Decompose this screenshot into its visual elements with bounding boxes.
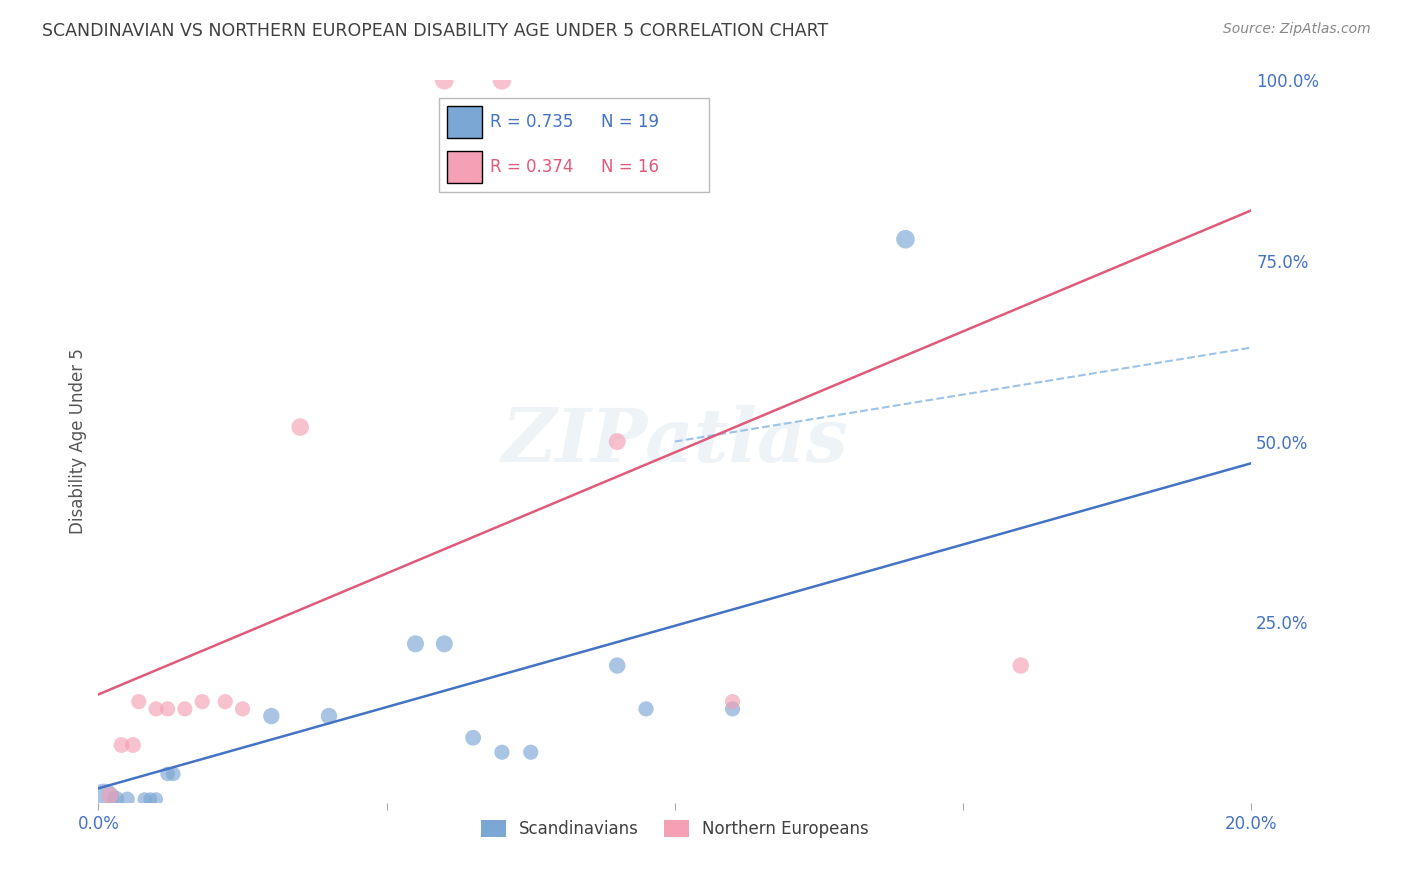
Point bbox=[721, 695, 744, 709]
Point bbox=[491, 73, 513, 87]
Point bbox=[405, 637, 427, 651]
Point bbox=[1010, 658, 1032, 673]
Point bbox=[433, 73, 456, 87]
Point bbox=[134, 792, 156, 806]
Point bbox=[139, 792, 162, 806]
Point bbox=[122, 738, 145, 752]
Point bbox=[214, 695, 236, 709]
Point bbox=[117, 792, 139, 806]
Point bbox=[162, 767, 184, 781]
Y-axis label: Disability Age Under 5: Disability Age Under 5 bbox=[69, 349, 87, 534]
Point bbox=[145, 792, 167, 806]
Point bbox=[128, 695, 150, 709]
Point bbox=[191, 695, 214, 709]
Point bbox=[894, 232, 917, 246]
Point bbox=[636, 702, 658, 716]
Point bbox=[231, 702, 254, 716]
Point bbox=[98, 789, 121, 803]
Point bbox=[461, 731, 484, 745]
Point bbox=[491, 745, 513, 759]
Point bbox=[156, 702, 179, 716]
Point bbox=[606, 658, 628, 673]
Point bbox=[174, 702, 197, 716]
Text: SCANDINAVIAN VS NORTHERN EUROPEAN DISABILITY AGE UNDER 5 CORRELATION CHART: SCANDINAVIAN VS NORTHERN EUROPEAN DISABI… bbox=[42, 22, 828, 40]
Legend: Scandinavians, Northern Europeans: Scandinavians, Northern Europeans bbox=[474, 814, 876, 845]
Point bbox=[520, 745, 543, 759]
Point bbox=[433, 637, 456, 651]
Point bbox=[721, 702, 744, 716]
Point bbox=[110, 738, 132, 752]
Point bbox=[93, 792, 115, 806]
Point bbox=[318, 709, 340, 723]
Point bbox=[290, 420, 312, 434]
Text: ZIPatlas: ZIPatlas bbox=[502, 405, 848, 478]
Point bbox=[260, 709, 283, 723]
Point bbox=[145, 702, 167, 716]
Text: Source: ZipAtlas.com: Source: ZipAtlas.com bbox=[1223, 22, 1371, 37]
Point bbox=[156, 767, 179, 781]
Point bbox=[104, 792, 127, 806]
Point bbox=[606, 434, 628, 449]
